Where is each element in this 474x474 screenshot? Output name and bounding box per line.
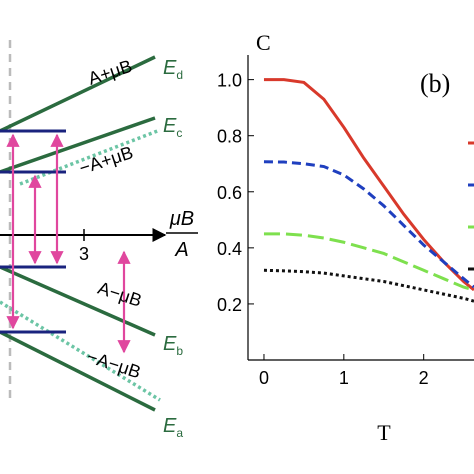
x-tick-label: 0	[259, 368, 269, 388]
panel-label: (b)	[420, 69, 450, 98]
energy-lines	[0, 55, 156, 412]
level-label: Eb	[163, 333, 183, 358]
y-tick-label: 0.8	[217, 127, 242, 147]
energy-line	[0, 330, 156, 412]
axis-label: μB	[169, 208, 194, 230]
line-label: −A−μB	[84, 346, 143, 382]
asymptotes	[0, 128, 161, 402]
level-label: Ec	[163, 115, 182, 140]
series-line	[263, 268, 474, 303]
energy-line	[0, 116, 156, 174]
asymptote	[19, 128, 161, 186]
x-tick-label: 2	[419, 368, 429, 388]
line-label: A−μB	[95, 278, 144, 311]
level-labels: Ed Ec Eb Ea	[163, 57, 183, 440]
y-axis-label: C	[256, 30, 271, 55]
y-tick-label: 0.4	[217, 239, 242, 259]
y-tick-label: 0.6	[217, 183, 242, 203]
plot-area	[263, 78, 474, 303]
energy-line	[0, 55, 156, 133]
diagram: 3 μB A A+μB −A+μB A−μB −A−μB	[0, 40, 198, 440]
line-label: −A+μB	[77, 142, 136, 178]
series-line	[263, 232, 474, 292]
x-tick-label: 1	[339, 368, 349, 388]
series-line	[263, 78, 474, 292]
x-axis-label: T	[377, 420, 391, 445]
y-tick-label: 0.2	[217, 295, 242, 315]
level-label: Ed	[163, 57, 183, 82]
tick-label: 3	[79, 244, 89, 264]
transitions	[6, 133, 131, 354]
level-label: Ea	[163, 415, 183, 440]
y-tick-label: 1.0	[217, 71, 242, 91]
series-line	[263, 160, 474, 289]
axis-label: A	[174, 239, 188, 261]
asymptote	[0, 300, 161, 402]
line-label: A+μB	[86, 56, 135, 89]
